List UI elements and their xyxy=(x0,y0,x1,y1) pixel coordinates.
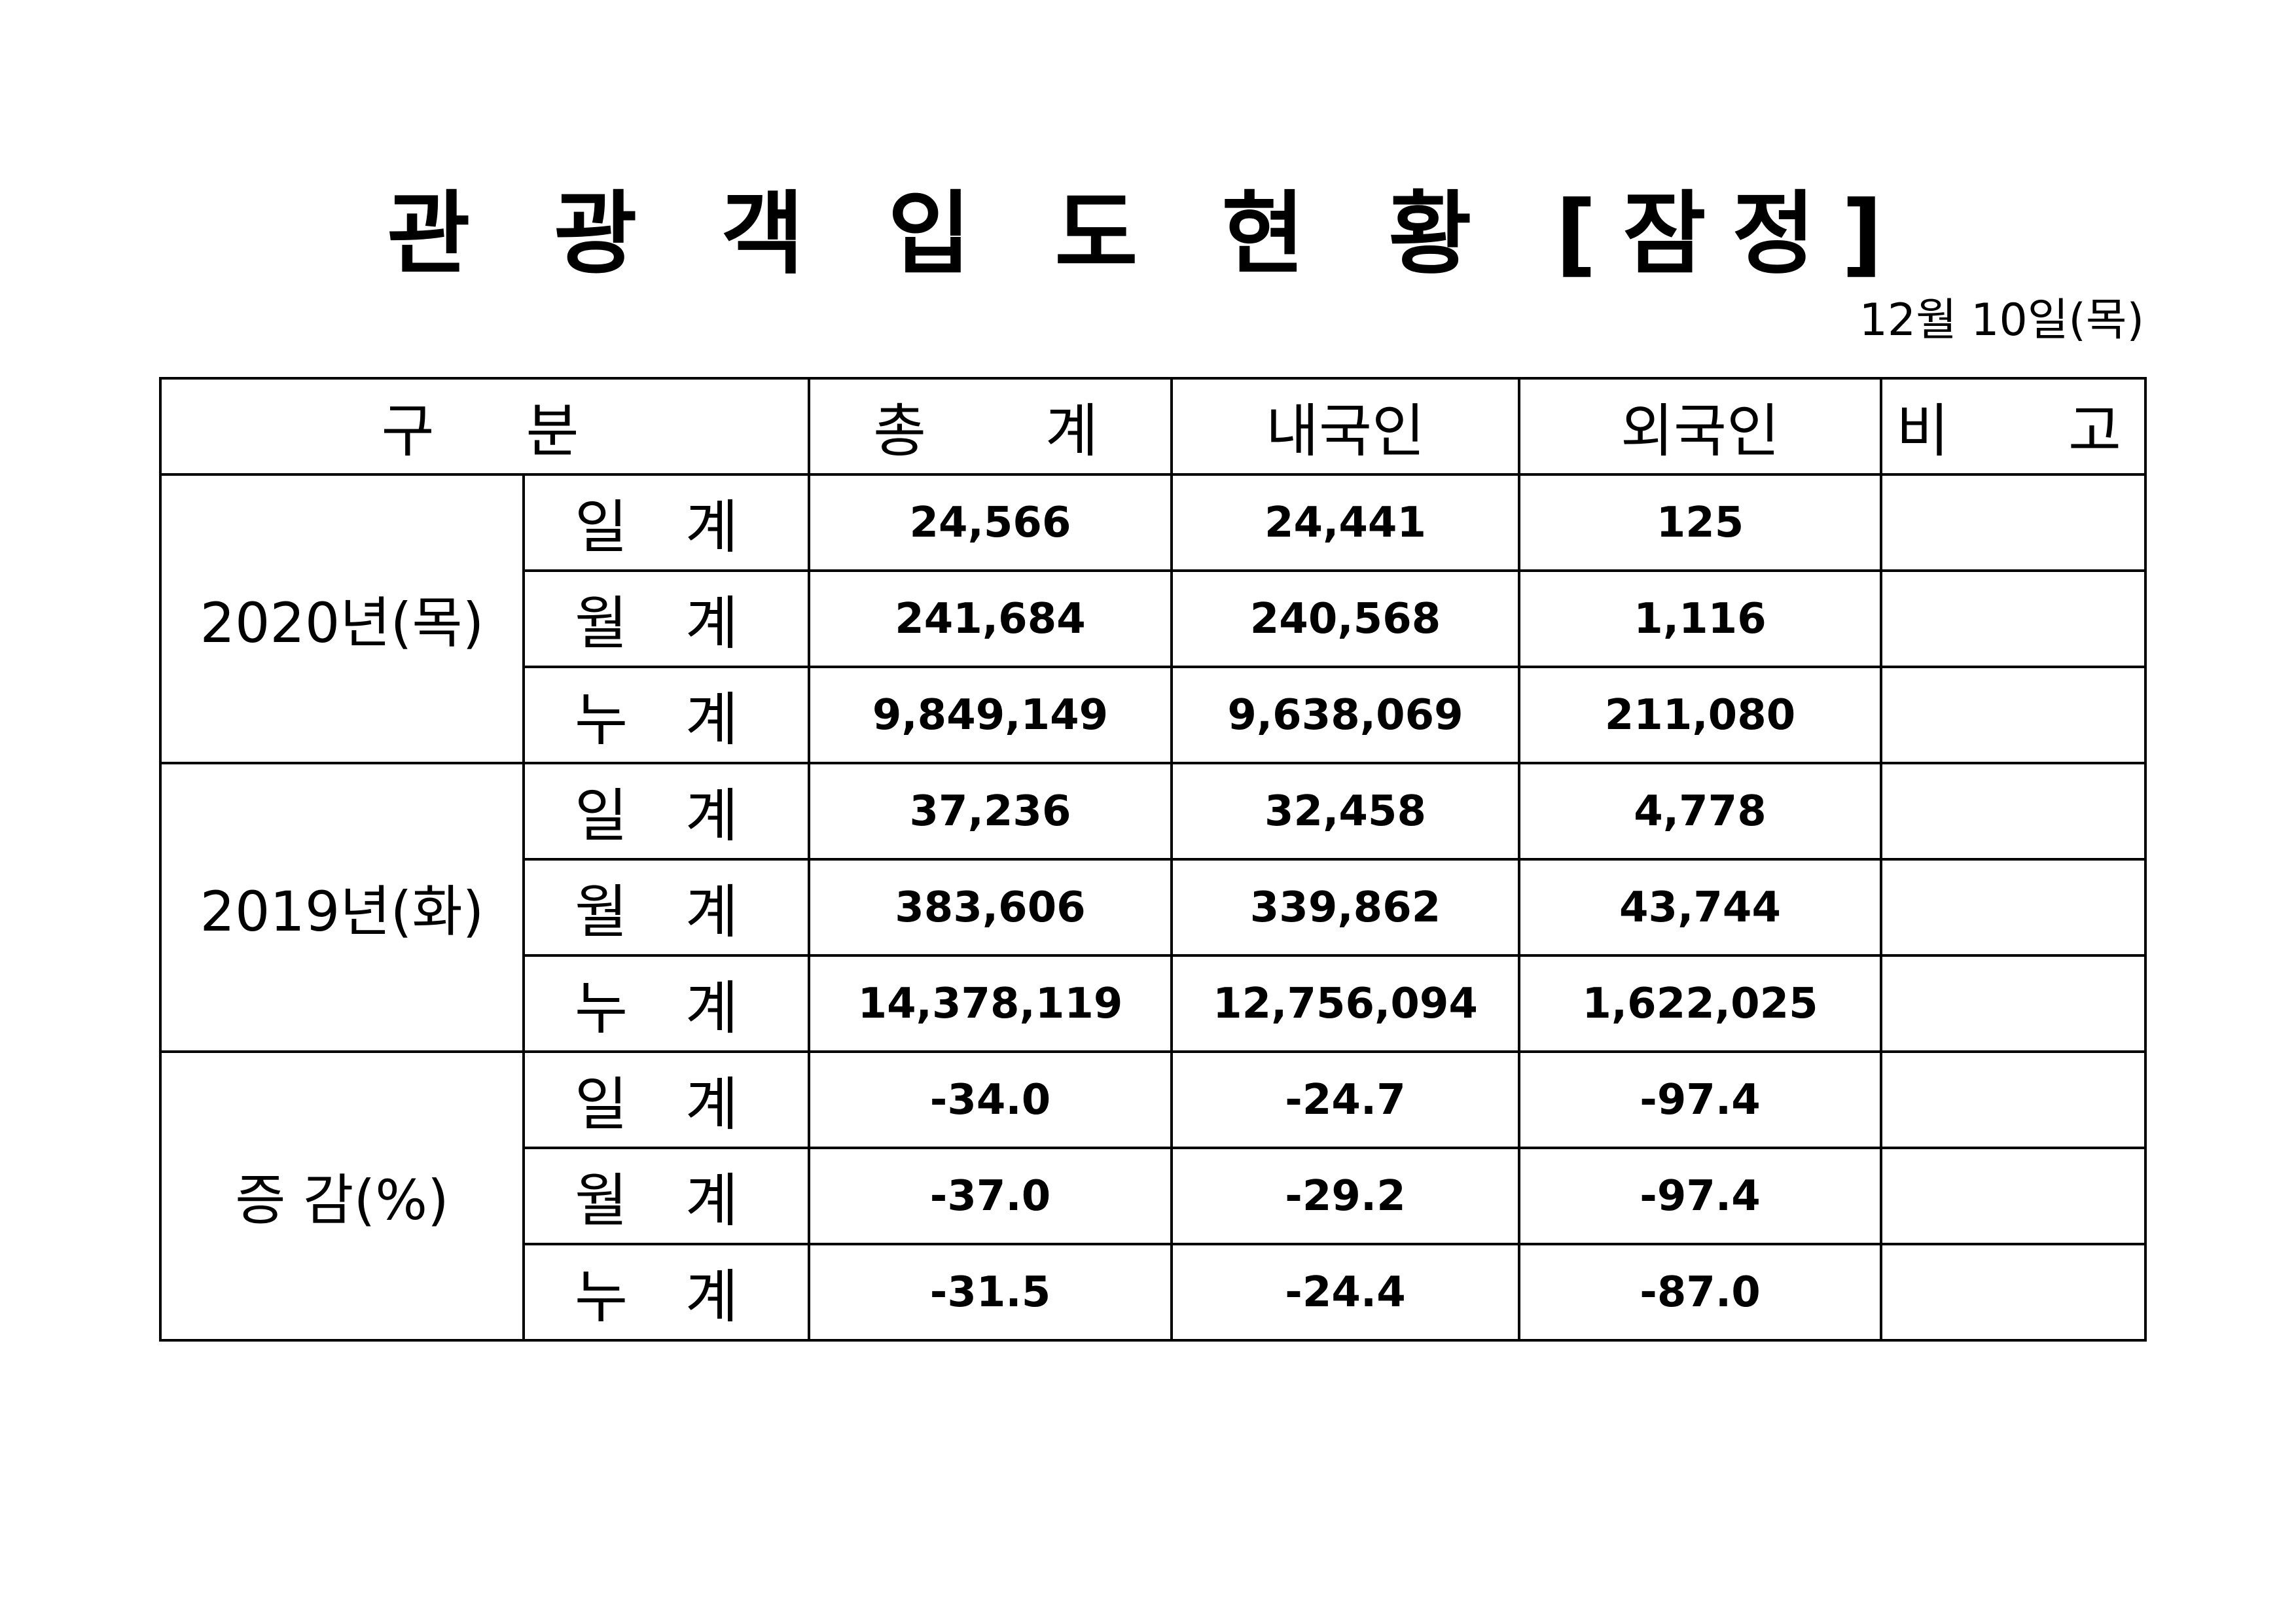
cell-foreign: -97.4 xyxy=(1518,1147,1882,1245)
cell-total: -31.5 xyxy=(808,1243,1173,1342)
cell-remarks xyxy=(1880,1147,2147,1245)
cell-total: -37.0 xyxy=(808,1147,1173,1245)
page-title: 관 광 객 입 도 현 황 [잠정] xyxy=(387,181,1909,287)
visitor-table: 구 분 총 계 내국인 외국인 비 고 2020년(목) 일 계 24,566 … xyxy=(159,377,2147,1342)
cell-remarks xyxy=(1880,762,2147,861)
cell-foreign: 125 xyxy=(1518,473,1882,572)
cell-domestic: 240,568 xyxy=(1170,569,1520,668)
cell-remarks xyxy=(1880,1050,2147,1149)
table-row: 누 계 -31.5 -24.4 -87.0 xyxy=(160,1243,2147,1342)
cell-total: 241,684 xyxy=(808,569,1173,668)
cell-domestic: 24,441 xyxy=(1170,473,1520,572)
table-row: 월 계 241,684 240,568 1,116 xyxy=(160,569,2147,668)
table-row: 증 감(%) 일 계 -34.0 -24.7 -97.4 xyxy=(159,1050,2147,1342)
header-row: 구 분 총 계 내국인 외국인 비 고 xyxy=(159,377,2147,476)
row-label: 누 계 xyxy=(522,1243,810,1342)
group-label-change: 증 감(%) xyxy=(159,1050,525,1342)
cell-foreign: 1,116 xyxy=(1518,569,1882,668)
cell-total: 24,566 xyxy=(808,473,1173,572)
cell-total: 9,849,149 xyxy=(808,666,1173,764)
header-remarks: 비 고 xyxy=(1880,377,2147,476)
row-label: 일 계 xyxy=(522,1050,810,1149)
cell-domestic: -24.4 xyxy=(1170,1243,1520,1342)
row-label: 월 계 xyxy=(522,858,810,957)
cell-total: -34.0 xyxy=(808,1050,1173,1149)
table-row: 월 계 -37.0 -29.2 -97.4 xyxy=(160,1147,2147,1245)
cell-remarks xyxy=(1880,473,2147,572)
cell-domestic: 9,638,069 xyxy=(1170,666,1520,764)
row-label: 월 계 xyxy=(522,569,810,668)
cell-foreign: 4,778 xyxy=(1518,762,1882,861)
cell-remarks xyxy=(1880,954,2147,1053)
cell-remarks xyxy=(1880,858,2147,957)
header-total: 총 계 xyxy=(808,377,1173,476)
table-row: 월 계 383,606 339,862 43,744 xyxy=(160,858,2147,957)
cell-total: 14,378,119 xyxy=(808,954,1173,1053)
header-domestic: 내국인 xyxy=(1170,377,1520,476)
cell-domestic: 12,756,094 xyxy=(1170,954,1520,1053)
cell-domestic: -29.2 xyxy=(1170,1147,1520,1245)
cell-domestic: 339,862 xyxy=(1170,858,1520,957)
row-label: 누 계 xyxy=(522,666,810,764)
row-label: 일 계 xyxy=(522,473,810,572)
cell-foreign: -87.0 xyxy=(1518,1243,1882,1342)
row-label: 누 계 xyxy=(522,954,810,1053)
cell-foreign: 43,744 xyxy=(1518,858,1882,957)
cell-foreign: -97.4 xyxy=(1518,1050,1882,1149)
cell-remarks xyxy=(1880,1243,2147,1342)
cell-domestic: 32,458 xyxy=(1170,762,1520,861)
cell-domestic: -24.7 xyxy=(1170,1050,1520,1149)
table-row: 2019년(화) 일 계 37,236 32,458 4,778 xyxy=(159,762,2147,1053)
cell-total: 37,236 xyxy=(808,762,1173,861)
cell-foreign: 1,622,025 xyxy=(1518,954,1882,1053)
cell-foreign: 211,080 xyxy=(1518,666,1882,764)
cell-total: 383,606 xyxy=(808,858,1173,957)
table-row: 누 계 14,378,119 12,756,094 1,622,025 xyxy=(160,954,2147,1053)
row-label: 일 계 xyxy=(522,762,810,861)
header-category: 구 분 xyxy=(159,377,810,476)
group-label-2020: 2020년(목) xyxy=(159,473,525,764)
cell-remarks xyxy=(1880,666,2147,764)
cell-remarks xyxy=(1880,569,2147,668)
row-label: 월 계 xyxy=(522,1147,810,1245)
table-row: 2020년(목) 일 계 24,566 24,441 125 xyxy=(159,473,2147,764)
table-row: 누 계 9,849,149 9,638,069 211,080 xyxy=(160,666,2147,764)
report-date: 12월 10일(목) xyxy=(1859,294,2144,346)
group-label-2019: 2019년(화) xyxy=(159,762,525,1053)
header-foreign: 외국인 xyxy=(1518,377,1882,476)
